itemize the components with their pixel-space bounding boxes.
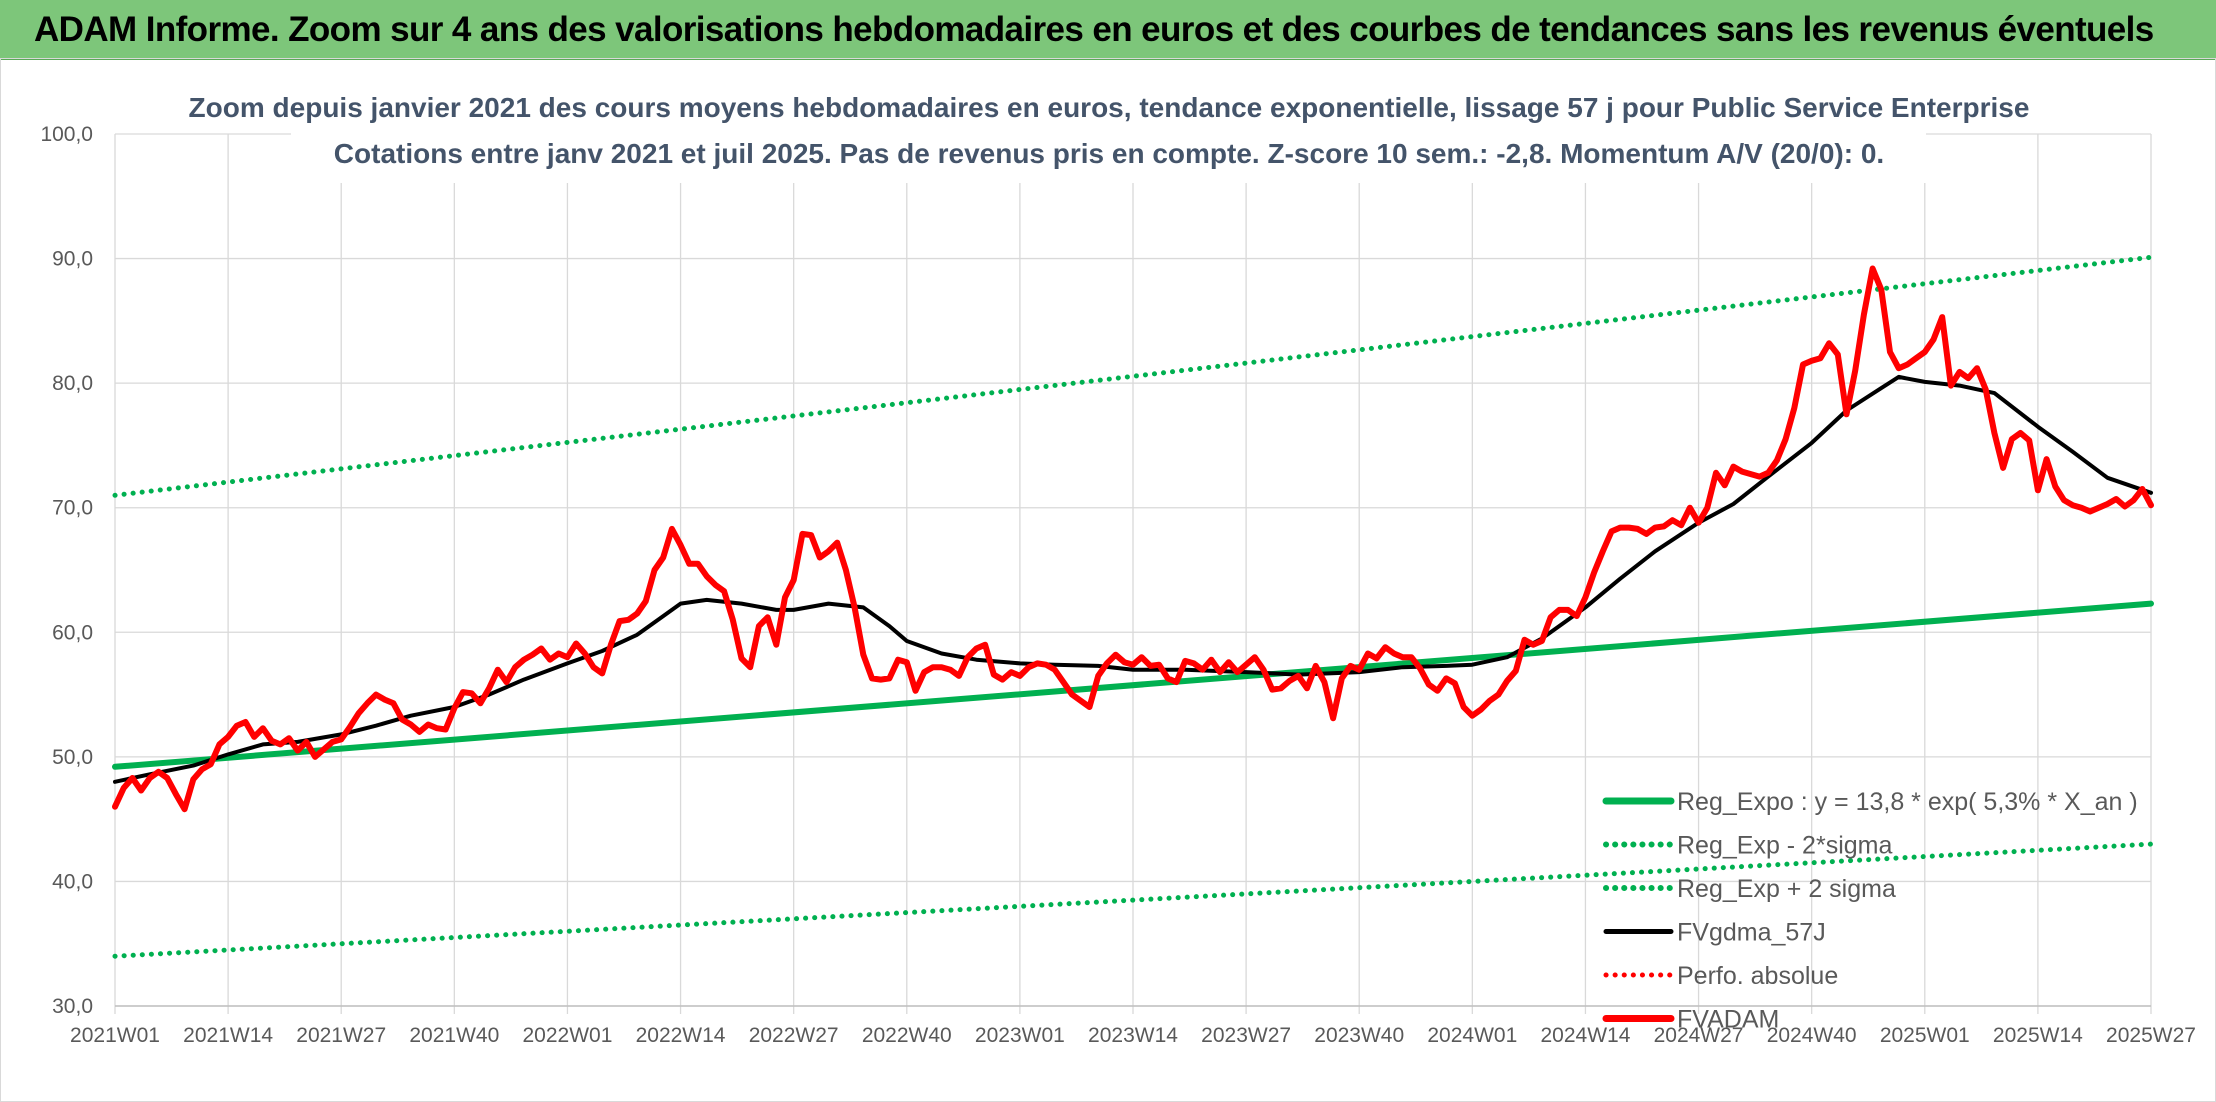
y-tick-label: 60,0 bbox=[52, 621, 93, 644]
y-tick-label: 80,0 bbox=[52, 372, 93, 395]
x-tick-label: 2022W01 bbox=[522, 1024, 612, 1047]
line-chart: 30,0 40,0 50,0 60,0 70,0 80,0 90,0 100,0 2021W0… bbox=[40, 79, 2196, 1047]
legend-label-2: Reg_Exp + 2 sigma bbox=[1677, 875, 1896, 903]
x-tick-label: 2024W27 bbox=[1654, 1024, 1744, 1047]
legend-label-4: Perfo. absolue bbox=[1677, 962, 1838, 990]
x-tick-label: 2023W01 bbox=[975, 1024, 1065, 1047]
gridlines bbox=[114, 133, 2152, 1007]
y-tick-label: 90,0 bbox=[52, 248, 93, 271]
y-tick-label: 50,0 bbox=[52, 746, 93, 769]
x-axis-ticks: 2021W01 2021W14 2021W27 2021W40 2022W01 2022W… bbox=[70, 1005, 2196, 1047]
chart-title-group: Zoom depuis janvier 2021 des cours moyen… bbox=[189, 79, 2030, 183]
series-lines bbox=[112, 254, 2154, 959]
series-line-1 bbox=[112, 841, 2154, 959]
legend-label-3: FVgdma_57J bbox=[1677, 919, 1826, 947]
x-tick-label: 2024W14 bbox=[1540, 1024, 1630, 1047]
y-tick-label: 40,0 bbox=[52, 870, 93, 893]
y-tick-label: 100,0 bbox=[40, 123, 93, 146]
legend: Reg_Expo : y = 13,8 * exp( 5,3% * X_an )… bbox=[1602, 788, 2138, 1034]
x-tick-label: 2021W40 bbox=[409, 1024, 499, 1047]
x-tick-label: 2021W01 bbox=[70, 1024, 160, 1047]
x-tick-label: 2025W27 bbox=[2106, 1024, 2196, 1047]
x-tick-label: 2022W14 bbox=[636, 1024, 726, 1047]
series-line-0 bbox=[112, 600, 2154, 770]
chart-frame: 30,0 40,0 50,0 60,0 70,0 80,0 90,0 100,0 2021W0… bbox=[0, 58, 2216, 1102]
x-tick-label: 2023W40 bbox=[1314, 1024, 1404, 1047]
chart-subtitle: Cotations entre janv 2021 et juil 2025. … bbox=[334, 138, 1884, 169]
x-tick-label: 2024W40 bbox=[1767, 1024, 1857, 1047]
x-tick-label: 2021W14 bbox=[183, 1024, 273, 1047]
x-tick-label: 2023W14 bbox=[1088, 1024, 1178, 1047]
report-banner-title: ADAM Informe. Zoom sur 4 ans des valoris… bbox=[34, 10, 2154, 49]
legend-label-5: FVADAM bbox=[1677, 1006, 1779, 1034]
report-banner: ADAM Informe. Zoom sur 4 ans des valoris… bbox=[0, 0, 2216, 60]
y-axis-ticks: 30,0 40,0 50,0 60,0 70,0 80,0 90,0 100,0 bbox=[40, 123, 93, 1018]
x-tick-label: 2022W40 bbox=[862, 1024, 952, 1047]
x-tick-label: 2024W01 bbox=[1427, 1024, 1517, 1047]
series-line-5 bbox=[112, 265, 2154, 813]
x-tick-label: 2025W14 bbox=[1993, 1024, 2083, 1047]
x-tick-label: 2021W27 bbox=[296, 1024, 386, 1047]
x-tick-label: 2023W27 bbox=[1201, 1024, 1291, 1047]
chart-title: Zoom depuis janvier 2021 des cours moyen… bbox=[189, 92, 2030, 123]
y-tick-label: 30,0 bbox=[52, 995, 93, 1018]
legend-label-1: Reg_Exp - 2*sigma bbox=[1677, 832, 1892, 860]
x-tick-label: 2025W01 bbox=[1880, 1024, 1970, 1047]
y-tick-label: 70,0 bbox=[52, 497, 93, 520]
title-background bbox=[291, 79, 1926, 183]
series-line-3 bbox=[113, 374, 2153, 784]
x-tick-label: 2022W27 bbox=[749, 1024, 839, 1047]
legend-label-0: Reg_Expo : y = 13,8 * exp( 5,3% * X_an ) bbox=[1677, 788, 2138, 816]
